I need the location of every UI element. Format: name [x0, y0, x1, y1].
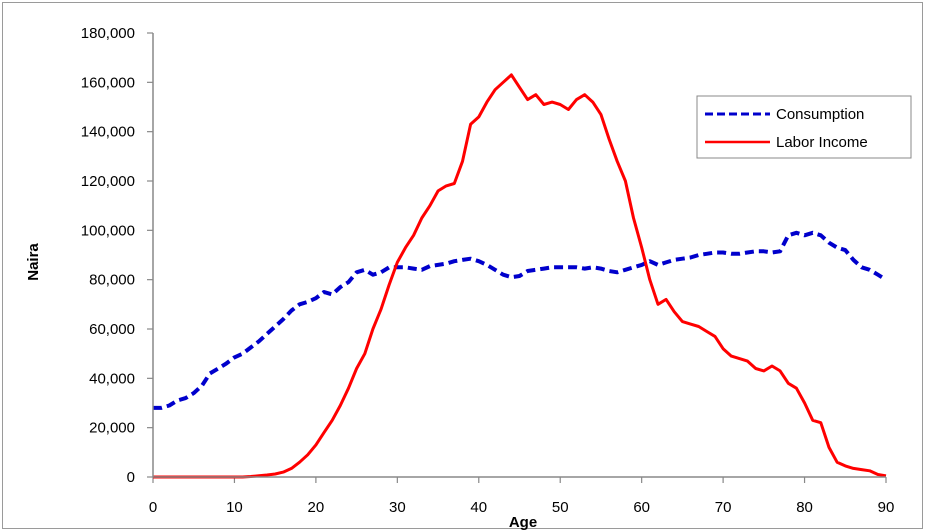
x-tick-label: 60 [633, 499, 650, 516]
x-tick-label: 90 [878, 499, 895, 516]
y-tick-label: 120,000 [81, 173, 135, 190]
y-tick-label: 180,000 [81, 25, 135, 42]
y-tick-label: 100,000 [81, 222, 135, 239]
x-tick-label: 10 [226, 499, 243, 516]
x-tick-label: 0 [149, 499, 157, 516]
y-tick-label: 140,000 [81, 124, 135, 141]
x-tick-label: 30 [389, 499, 406, 516]
series-line-consumption [153, 230, 888, 410]
legend-label-labor-income: Labor Income [776, 134, 868, 151]
x-axis-title: Age [509, 514, 537, 531]
x-tick-label: 70 [715, 499, 732, 516]
x-tick-label: 50 [552, 499, 569, 516]
y-tick-label: 60,000 [89, 321, 135, 338]
legend-label-consumption: Consumption [776, 106, 864, 123]
series-layer [153, 73, 888, 479]
y-axis-title: Naira [25, 243, 42, 281]
x-tick-label: 40 [470, 499, 487, 516]
y-tick-label: 40,000 [89, 370, 135, 387]
y-tick-label: 80,000 [89, 272, 135, 289]
legend-box [696, 95, 912, 159]
y-axis-ticks: 0 20,000 40,000 60,000 80,000 100,000 120,000 1… [81, 25, 153, 486]
series-line-labor-income [153, 73, 887, 479]
y-tick-label: 160,000 [81, 74, 135, 91]
x-tick-label: 80 [796, 499, 813, 516]
y-tick-label: 0 [127, 469, 135, 486]
x-axis-ticks: 0 10 20 30 40 50 60 70 80 90 [149, 477, 895, 516]
legend: Consumption Labor Income [696, 95, 912, 159]
x-tick-label: 20 [308, 499, 325, 516]
y-tick-label: 20,000 [89, 420, 135, 437]
